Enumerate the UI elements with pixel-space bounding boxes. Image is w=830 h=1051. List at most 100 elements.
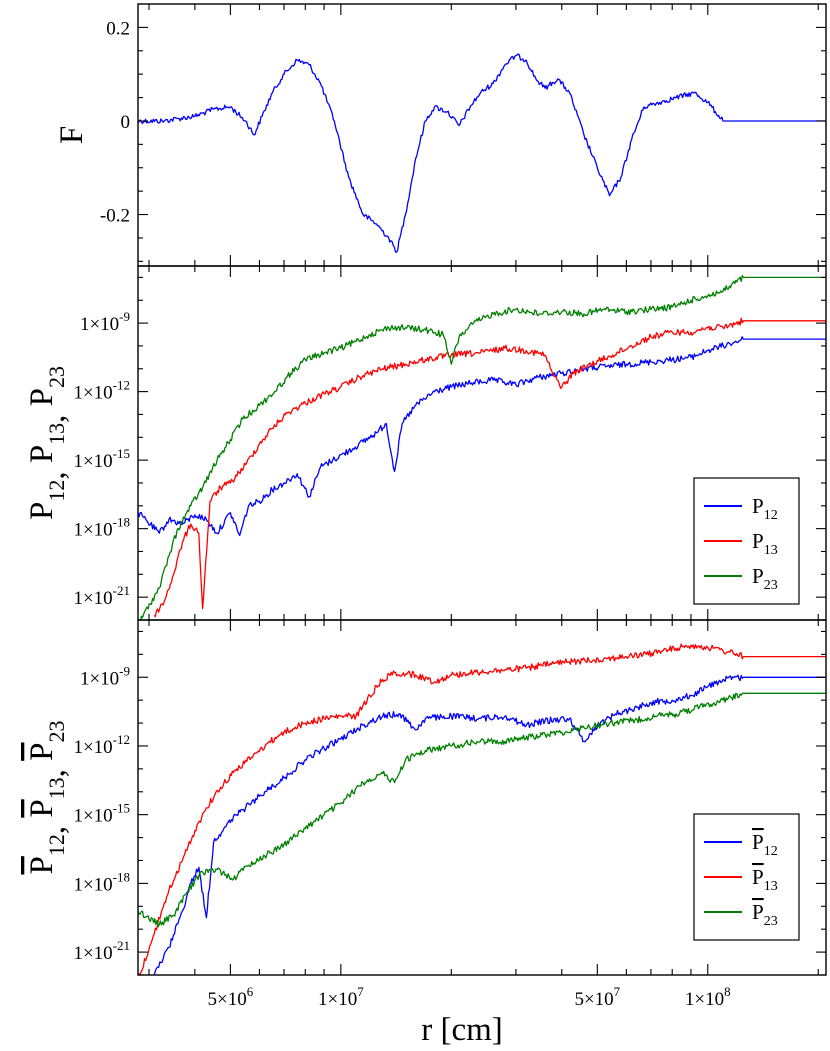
y-label-subscript: 13 bbox=[44, 423, 69, 445]
y-axis-label: P12, P13, P23 bbox=[24, 366, 72, 520]
plot-frame bbox=[137, 3, 827, 267]
series-group bbox=[138, 53, 826, 253]
y-label-symbol: P bbox=[24, 742, 60, 760]
legend-label: P12 bbox=[752, 494, 778, 523]
tick-exponent: -9 bbox=[119, 663, 130, 678]
tick-mantissa: -0.2 bbox=[100, 206, 130, 227]
tick-mantissa: 0.2 bbox=[106, 18, 130, 39]
y-label-subscript: 23 bbox=[44, 366, 69, 388]
y-tick-label: 0 bbox=[121, 112, 131, 133]
tick-mantissa: 1×10 bbox=[73, 806, 112, 827]
legend-symbol: P bbox=[752, 900, 764, 924]
tick-mantissa: 1×10 bbox=[80, 668, 119, 689]
y-label-sep: , bbox=[36, 463, 72, 480]
series-line-12 bbox=[153, 674, 826, 975]
plot-frame bbox=[137, 619, 827, 976]
legend-symbol: P bbox=[752, 564, 764, 588]
y-label-subscript: 12 bbox=[44, 480, 69, 502]
y-tick-label: 1×10-18 bbox=[73, 515, 130, 541]
tick-exponent: -9 bbox=[119, 309, 130, 324]
tick-mantissa: 0 bbox=[121, 112, 131, 133]
legend-subscript: 23 bbox=[764, 578, 778, 593]
legend-label: P13 bbox=[752, 865, 778, 894]
y-tick-label: 0.2 bbox=[106, 18, 130, 39]
legend-symbol: P bbox=[752, 529, 764, 553]
tick-exponent: 7 bbox=[357, 984, 364, 999]
tick-mantissa: 1×10 bbox=[73, 520, 112, 541]
y-axis-label: F bbox=[54, 126, 90, 144]
tick-exponent: -15 bbox=[113, 446, 130, 461]
y-label-subscript: 23 bbox=[44, 720, 69, 742]
tick-exponent: -21 bbox=[113, 583, 130, 598]
legend-label: P23 bbox=[752, 900, 778, 929]
y-label-sep: , bbox=[36, 818, 72, 835]
y-tick-label: -0.2 bbox=[100, 206, 130, 227]
tick-mantissa: 1×10 bbox=[73, 383, 112, 404]
y-tick-label: 1×10-12 bbox=[73, 378, 130, 404]
tick-mantissa: 1×10 bbox=[685, 989, 724, 1010]
y-tick-label: 1×10-18 bbox=[73, 869, 130, 895]
legend-label: P13 bbox=[752, 529, 778, 558]
tick-mantissa: 1×10 bbox=[73, 737, 112, 758]
plot-panels: 0.20-0.2F1×10-91×10-121×10-151×10-181×10… bbox=[24, 3, 827, 1048]
tick-exponent: -18 bbox=[113, 515, 130, 530]
tick-exponent: -15 bbox=[113, 801, 130, 816]
series-line-23 bbox=[138, 692, 826, 928]
series-line-13 bbox=[138, 643, 826, 975]
y-label-symbol: P bbox=[24, 388, 60, 406]
y-tick-label: 1×10-15 bbox=[73, 801, 130, 827]
x-tick-label: 5×107 bbox=[574, 984, 620, 1010]
tick-mantissa: 1×10 bbox=[80, 314, 119, 335]
y-label-symbol: P bbox=[24, 502, 60, 520]
legend-label: P23 bbox=[752, 564, 778, 593]
tick-mantissa: 5×10 bbox=[574, 989, 613, 1010]
tick-mantissa: 1×10 bbox=[73, 588, 112, 609]
y-tick-label: 1×10-21 bbox=[73, 583, 130, 609]
y-tick-label: 1×10-12 bbox=[73, 732, 130, 758]
tick-exponent: 6 bbox=[247, 984, 254, 999]
y-label-symbol: P bbox=[24, 445, 60, 463]
legend-symbol: P bbox=[752, 830, 764, 854]
series-group bbox=[138, 275, 826, 620]
tick-exponent: -12 bbox=[113, 378, 130, 393]
y-tick-label: 1×10-9 bbox=[80, 309, 130, 335]
y-label-subscript: 12 bbox=[44, 834, 69, 856]
series-line-12 bbox=[138, 336, 826, 537]
tick-mantissa: 5×10 bbox=[208, 989, 247, 1010]
legend-symbol: P bbox=[752, 494, 764, 518]
tick-mantissa: 1×10 bbox=[73, 943, 112, 964]
legend-subscript: 12 bbox=[764, 508, 778, 523]
y-label-subscript: 13 bbox=[44, 777, 69, 799]
tick-exponent: -12 bbox=[113, 732, 130, 747]
tick-mantissa: 1×10 bbox=[318, 989, 357, 1010]
x-axis-label: r [cm] bbox=[421, 1012, 503, 1048]
x-tick-label: 1×107 bbox=[318, 984, 364, 1010]
x-tick-label: 5×106 bbox=[208, 984, 254, 1010]
panel-1: 0.2 0 -0.2 F bbox=[54, 3, 827, 267]
y-axis-label: P12, P13, P23 bbox=[24, 720, 72, 874]
tick-exponent: 7 bbox=[614, 984, 621, 999]
x-tick-label: 1×108 bbox=[685, 984, 731, 1010]
y-tick-label: 1×10-15 bbox=[73, 446, 130, 472]
y-label-sep: , bbox=[36, 761, 72, 778]
legend-label: P12 bbox=[752, 830, 778, 859]
legend-subscript: 12 bbox=[764, 844, 778, 859]
y-label-sep: , bbox=[36, 406, 72, 423]
series-line-23 bbox=[139, 275, 826, 620]
tick-exponent: 8 bbox=[724, 984, 731, 999]
tick-exponent: -21 bbox=[113, 938, 130, 953]
y-label-symbol: P bbox=[24, 856, 60, 874]
y-tick-label: 1×10-21 bbox=[73, 938, 130, 964]
legend-subscript: 13 bbox=[764, 543, 778, 558]
legend-subscript: 13 bbox=[764, 879, 778, 894]
tick-mantissa: 1×10 bbox=[73, 874, 112, 895]
tick-exponent: -18 bbox=[113, 869, 130, 884]
legend-symbol: P bbox=[752, 865, 764, 889]
series-group bbox=[138, 643, 826, 975]
series-line-f bbox=[138, 53, 826, 253]
